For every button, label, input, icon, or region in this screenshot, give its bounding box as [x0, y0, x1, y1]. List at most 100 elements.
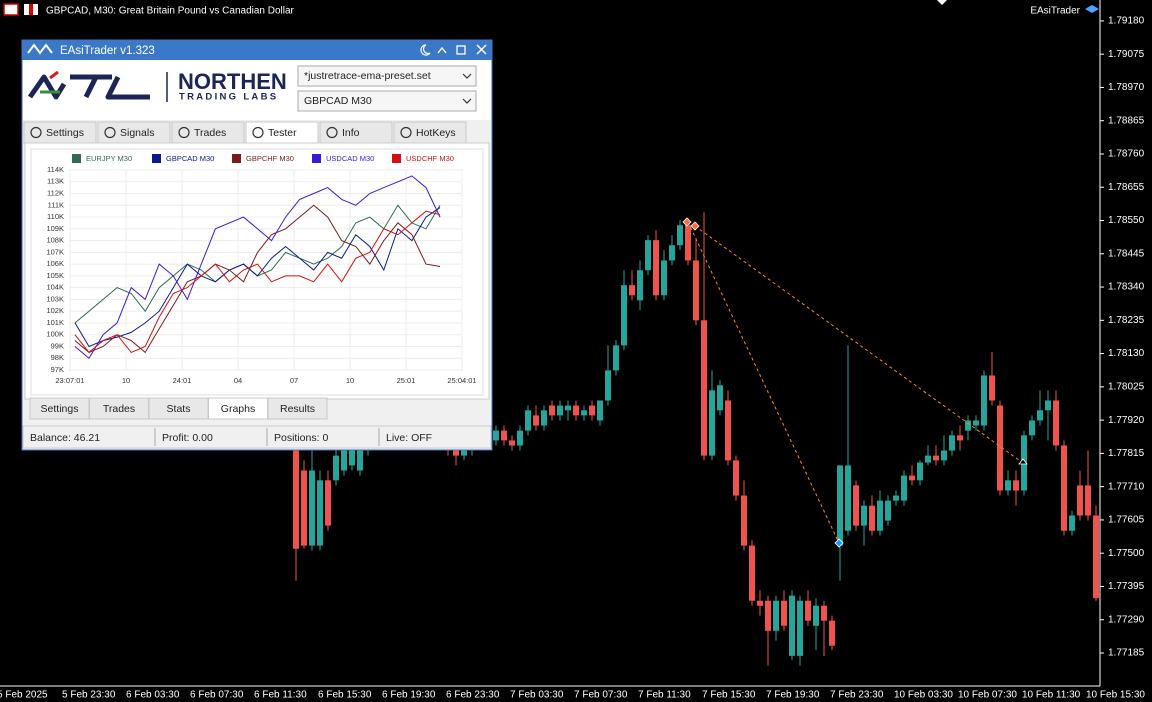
candle-body [973, 420, 979, 426]
tab-label: Trades [194, 127, 226, 139]
price-label: 1.77605 [1108, 515, 1145, 526]
ea-icon [1085, 5, 1099, 13]
title-bar [22, 40, 492, 60]
price-label: 1.78025 [1108, 381, 1145, 392]
tab-label: Info [342, 127, 360, 139]
candle-body [317, 480, 323, 546]
y-tick-label: 105K [46, 271, 64, 280]
candle-body [341, 450, 347, 471]
candle-body [837, 465, 843, 546]
candle-body [621, 285, 627, 346]
price-label: 1.77815 [1108, 448, 1145, 459]
subtab-label: Trades [103, 403, 135, 415]
candle-body [565, 405, 571, 411]
candle-body [965, 420, 971, 431]
price-label: 1.78550 [1108, 215, 1145, 226]
close-button[interactable] [476, 44, 487, 55]
maximize-button[interactable] [456, 45, 466, 55]
candle-body [301, 470, 307, 546]
candle-body [1053, 400, 1059, 446]
series-line [74, 210, 441, 354]
entry-marker [682, 217, 692, 227]
candle-body [1077, 485, 1083, 516]
symbol-title: GBPCAD, M30: Great Britain Pound vs Cana… [46, 6, 295, 17]
candle-body [933, 455, 939, 461]
one-click-arrow[interactable] [937, 0, 947, 5]
candle-body [677, 225, 683, 246]
candle-body [661, 260, 667, 296]
subtab-bar: Settings Trades Stats Graphs Results [29, 397, 328, 420]
tab-icon [252, 126, 264, 139]
preset-dropdown[interactable] [297, 65, 477, 87]
status-text: Live: OFF [386, 432, 432, 444]
status-text: Positions: 0 [274, 432, 328, 444]
legend-label: USDCHF M30 [406, 154, 454, 163]
candle-body [453, 445, 459, 456]
x-tick-label: 25:01 [397, 376, 416, 385]
candle-body [949, 435, 955, 451]
tab-icon [326, 126, 338, 139]
candle-body [757, 600, 763, 606]
time-label: 7 Feb 23:30 [830, 690, 884, 701]
candle-body [813, 605, 819, 626]
x-tick-label: 10 [122, 376, 130, 385]
status-text: Profit: 0.00 [162, 432, 213, 444]
candle-body [1029, 420, 1035, 436]
series-line [74, 204, 441, 354]
time-label: 7 Feb 11:30 [638, 690, 691, 701]
x-tick-label: 25:04:01 [447, 376, 476, 385]
candle-body [885, 500, 891, 521]
price-label: 1.78970 [1108, 82, 1145, 93]
time-label: 5 Feb 23:30 [62, 690, 116, 701]
price-label: 1.77185 [1108, 648, 1145, 659]
x-tick-label: 24:01 [173, 376, 192, 385]
price-label: 1.78445 [1108, 248, 1145, 259]
candle-body [829, 620, 835, 646]
brand-name: NORTHEN [178, 69, 287, 94]
candle-body [501, 430, 507, 441]
legend-swatch [312, 154, 321, 163]
price-label: 1.78340 [1108, 282, 1145, 293]
y-tick-label: 102K [46, 306, 64, 315]
time-label: 10 Feb 11:30 [1022, 690, 1081, 701]
price-label: 1.77500 [1108, 548, 1145, 559]
tab-label: HotKeys [416, 127, 456, 139]
candle-body [613, 345, 619, 371]
candle-body [309, 470, 315, 546]
y-tick-label: 109K [46, 224, 64, 233]
y-tick-label: 101K [46, 318, 64, 327]
tab-icon [178, 126, 190, 139]
ea-panel: EAsiTrader v1.323 NORTHEN TRADING LABS *… [21, 39, 493, 451]
candle-body [717, 385, 723, 411]
candle-body [749, 545, 755, 601]
legend-swatch [152, 154, 161, 163]
candle-body [861, 505, 867, 526]
x-tick-label: 04 [234, 376, 242, 385]
subtab[interactable] [267, 397, 328, 420]
candle-body [605, 370, 611, 401]
price-label: 1.77290 [1108, 614, 1145, 625]
candle-body [461, 445, 467, 456]
theme-button[interactable] [420, 44, 431, 56]
dropdown-arrow [462, 98, 472, 104]
collapse-button[interactable] [437, 46, 447, 54]
candle-body [685, 225, 691, 261]
x-tick-label: 07 [290, 376, 298, 385]
time-label: 7 Feb 03:30 [510, 690, 564, 701]
legend-label: GBPCAD M30 [166, 154, 214, 163]
subtab-label: Results [280, 403, 315, 415]
symbol-dropdown[interactable] [297, 90, 477, 112]
candle-body [901, 475, 907, 501]
y-tick-label: 104K [46, 283, 64, 292]
y-tick-label: 99K [51, 341, 64, 350]
trade-line [694, 225, 1024, 464]
candle-body [733, 460, 739, 496]
candle-body [725, 400, 731, 461]
x-tick-label: 23:07:01 [55, 376, 84, 385]
price-label: 1.77395 [1108, 581, 1145, 592]
time-label: 10 Feb 03:30 [894, 690, 953, 701]
legend-swatch [232, 154, 241, 163]
candle-body [573, 405, 579, 416]
time-label: 10 Feb 07:30 [958, 690, 1017, 701]
price-label: 1.79180 [1108, 16, 1145, 27]
